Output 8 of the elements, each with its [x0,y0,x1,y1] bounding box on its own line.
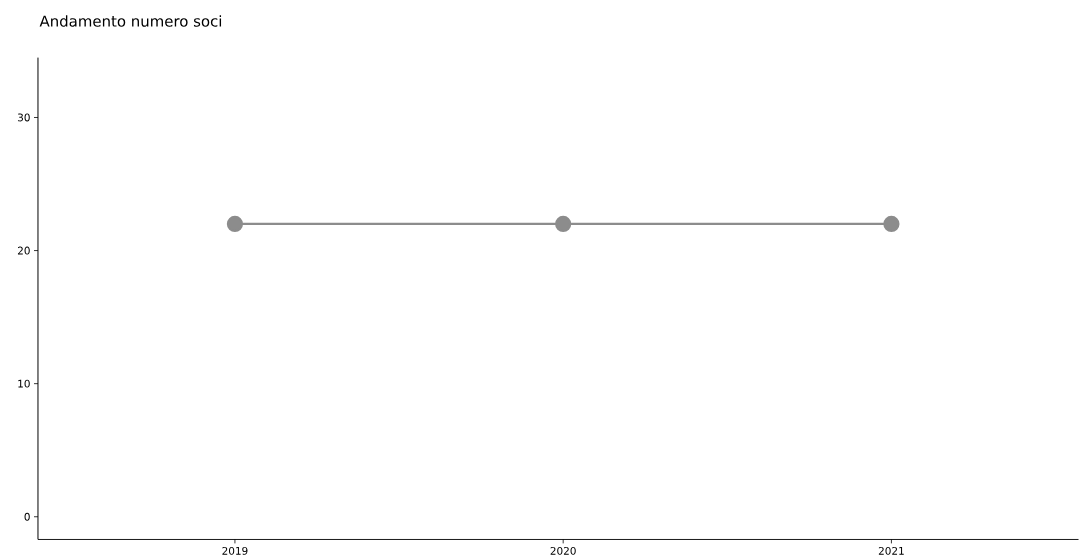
chart-title: Andamento numero soci [39,15,222,27]
x-tick-label: 2021 [878,546,904,555]
y-tick-label: 20 [17,246,30,255]
y-tick-label: 30 [17,113,30,122]
x-tick-label: 2020 [550,546,576,555]
x-tick-label: 2019 [222,546,248,555]
y-tick-label: 0 [24,512,30,521]
y-tick-label: 10 [18,379,30,388]
